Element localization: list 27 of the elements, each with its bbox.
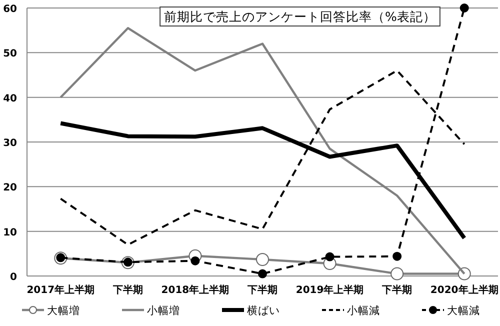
y-tick-label: 30	[3, 138, 18, 149]
y-tick-label: 0	[10, 272, 18, 283]
y-tick-label: 60	[3, 4, 18, 15]
legend-label: 小幅増	[147, 304, 180, 317]
point	[258, 269, 267, 278]
x-tick-label: 2020年上半期	[430, 284, 498, 296]
y-tick-label: 10	[3, 227, 18, 238]
point	[256, 252, 269, 266]
x-tick-label: 2017年上半期	[26, 284, 95, 296]
x-tick-label: 下半期	[381, 284, 412, 296]
point	[460, 4, 469, 12]
x-tick-label: 下半期	[112, 284, 143, 296]
y-tick-label: 20	[3, 182, 18, 194]
legend-label: 大幅減	[447, 304, 480, 317]
point	[190, 256, 200, 266]
chart-title: 前期比で売上のアンケート回答比率（%表記）	[164, 9, 436, 24]
legend-label: 大幅増	[47, 304, 80, 317]
point	[325, 252, 334, 262]
x-tick-label: 2019年上半期	[296, 284, 364, 296]
legend-label: 小幅減	[347, 304, 380, 317]
legend-label: 横ばい	[247, 304, 280, 317]
point	[392, 252, 402, 261]
y-tick-label: 40	[3, 93, 18, 104]
x-tick-label: 2018年上半期	[161, 284, 230, 296]
point	[390, 267, 404, 280]
y-tick-label: 50	[3, 48, 18, 60]
x-tick-label: 下半期	[246, 284, 278, 296]
